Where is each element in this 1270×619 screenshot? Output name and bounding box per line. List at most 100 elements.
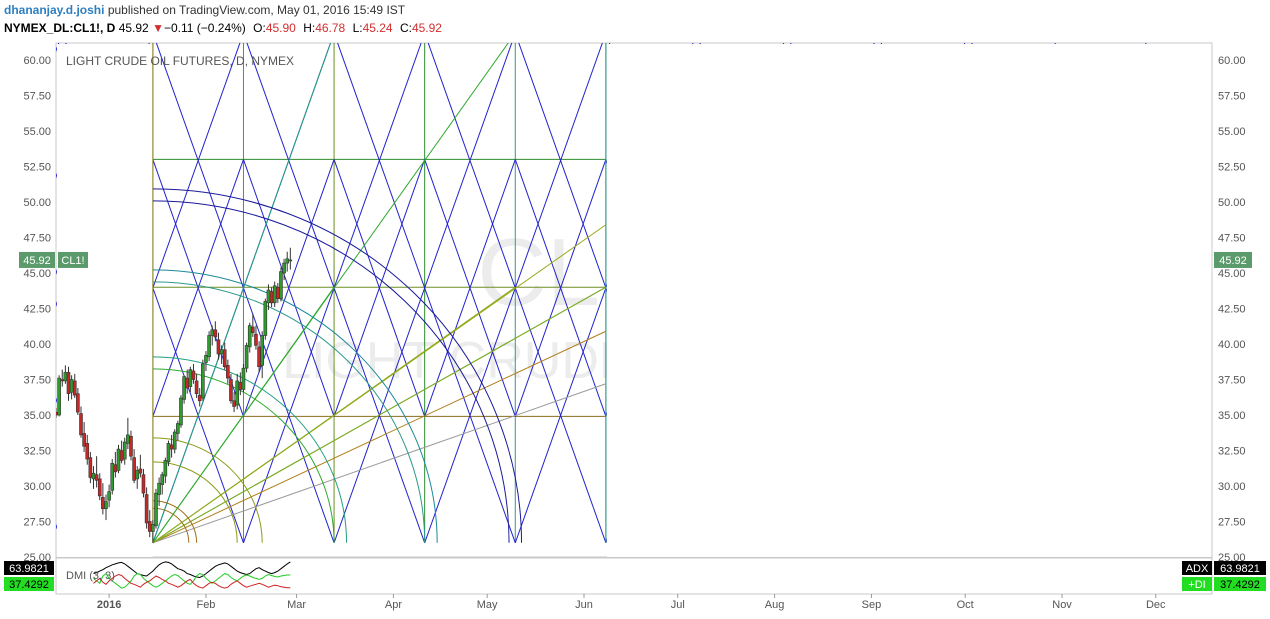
- overlay-fan-ray: [152, 43, 332, 543]
- overlay-fan-ray: [152, 286, 516, 544]
- candle-body: [172, 431, 177, 450]
- y-tick-label: 30.00: [1218, 481, 1246, 493]
- y-tick-label: 40.00: [1218, 339, 1246, 351]
- y-tick-label: 42.50: [1218, 304, 1246, 316]
- overlay-diagonal: [514, 159, 607, 417]
- candle-body: [213, 329, 218, 338]
- overlay-arc: [152, 356, 348, 543]
- y-tick-label: 47.50: [1218, 233, 1246, 245]
- y-tick-label: 42.50: [23, 304, 51, 316]
- candle-body: [244, 345, 249, 369]
- candle-body: [88, 457, 93, 478]
- candle-body: [107, 491, 111, 501]
- candle-body: [56, 411, 58, 416]
- y-tick-label: 32.50: [23, 446, 51, 458]
- candle-body: [188, 369, 193, 387]
- x-axis[interactable]: 2016 Feb Mar Apr May Jun Jul Aug Sep Oct Nov Dec: [97, 594, 1166, 611]
- overlay-diagonal: [56, 43, 60, 53]
- overlay-diagonal: [242, 159, 335, 417]
- x-tick-label: Oct: [957, 599, 974, 611]
- dmi-indicator: DMI (3, 3) 63.9821 37.4292 ADX 63.9821 +DI 37.…: [4, 561, 1266, 591]
- x-tick-label: 2016: [97, 599, 121, 611]
- overlay-arc: [152, 200, 510, 543]
- candle-body: [229, 379, 233, 402]
- candle-body: [276, 286, 280, 299]
- high-value: 46.78: [315, 21, 346, 35]
- overlay-arc: [152, 507, 190, 543]
- candle-body: [154, 492, 158, 527]
- down-arrow-icon: ▼: [152, 21, 164, 35]
- candle-body: [119, 450, 124, 461]
- adx-value-right: 63.9821: [1220, 563, 1260, 575]
- candles: [56, 247, 293, 543]
- candle-body: [204, 355, 208, 363]
- candle-body: [263, 301, 268, 336]
- di-badge-left: [4, 577, 54, 591]
- y-tick-label: 57.50: [1218, 91, 1246, 103]
- candle-body: [163, 460, 168, 477]
- indicator-name: DMI (3, 3): [66, 570, 115, 582]
- y-tick-label: 50.00: [23, 197, 51, 209]
- last-price-markers: 45.92 CL1! 45.92: [19, 251, 1252, 268]
- candle-body: [116, 448, 121, 471]
- y-tick-label: 45.00: [23, 268, 51, 280]
- y-tick-label: 45.00: [1218, 268, 1246, 280]
- candle-body: [60, 379, 65, 382]
- candle-body: [176, 423, 180, 434]
- x-tick-label: Sep: [862, 599, 882, 611]
- candle-body: [66, 372, 71, 395]
- y-axis-left[interactable]: 25.0027.5030.0032.5035.0037.5040.0042.50…: [23, 55, 51, 564]
- open-value: 45.90: [265, 21, 296, 35]
- y-tick-label: 32.50: [1218, 446, 1246, 458]
- candle-body: [222, 349, 227, 368]
- overlay-arc: [152, 269, 438, 543]
- overlay-arc: [152, 281, 426, 543]
- low-value: 45.24: [362, 21, 393, 35]
- candle-body: [79, 413, 83, 436]
- candle-body: [216, 339, 221, 355]
- y-tick-label: 60.00: [23, 55, 51, 67]
- candle-body: [197, 394, 202, 402]
- symbol-badge-text: CL1!: [61, 255, 84, 267]
- y-tick-label: 47.50: [23, 233, 51, 245]
- last-price-text: 45.92: [23, 255, 51, 267]
- last-price-badge-right: [1214, 251, 1252, 268]
- candle-body: [266, 289, 271, 304]
- overlay-arc: [152, 500, 198, 543]
- candle-body: [185, 377, 190, 389]
- adx-label: ADX: [1186, 563, 1209, 575]
- candle-body: [122, 441, 127, 460]
- y-axis-right[interactable]: 25.0027.5030.0032.5035.0037.5040.0042.50…: [1218, 55, 1246, 564]
- di-label-badge: [1182, 577, 1212, 591]
- candle-body: [129, 436, 133, 457]
- candle-body: [160, 474, 165, 485]
- candle-body: [72, 380, 77, 396]
- low-label: L:: [352, 21, 363, 35]
- y-tick-label: 35.00: [23, 410, 51, 422]
- candle-body: [219, 349, 224, 355]
- symbol-name[interactable]: NYMEX_DL:CL1!, D: [4, 21, 116, 35]
- candle-body: [126, 434, 130, 444]
- overlay-mask: [57, 44, 153, 557]
- di-value-left: 37.4292: [9, 579, 49, 591]
- candle-body: [288, 259, 293, 262]
- adx-value-left: 63.9821: [9, 563, 49, 575]
- gann-overlay: [56, 43, 1211, 557]
- x-tick-label: Jul: [671, 599, 685, 611]
- y-tick-label: 57.50: [23, 91, 51, 103]
- overlay-arc: [152, 461, 238, 543]
- di-label: +DI: [1188, 579, 1205, 591]
- candle-body: [138, 468, 143, 474]
- overlay-diagonal: [333, 159, 426, 417]
- candle-body: [182, 376, 186, 400]
- y-tick-label: 52.50: [1218, 162, 1246, 174]
- candle-body: [285, 258, 290, 264]
- adx-line: [93, 561, 291, 579]
- author-link[interactable]: dhananjay.d.joshi: [4, 3, 105, 17]
- candle-body: [282, 262, 286, 274]
- last-price-text-right: 45.92: [1219, 255, 1247, 267]
- y-tick-label: 37.50: [1218, 375, 1246, 387]
- candle-body: [85, 443, 90, 460]
- symbol-info: NYMEX_DL:CL1!, D 45.92 ▼−0.11 (−0.24%) O…: [4, 21, 442, 35]
